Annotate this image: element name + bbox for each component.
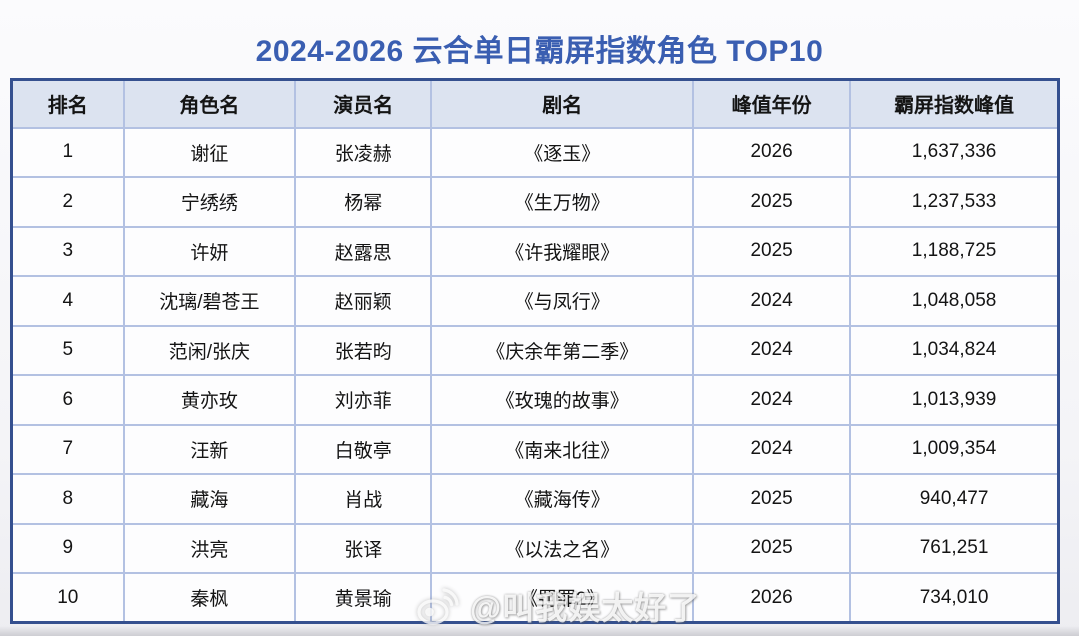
rank-cell: 9 [10,522,125,574]
header-rank: 排名 [10,78,125,129]
header-character: 角色名 [122,78,297,129]
rank-cell: 4 [10,275,125,327]
actor-cell: 赵露思 [294,225,433,277]
peak-year-cell: 2024 [692,374,852,426]
drama-cell: 《玫瑰的故事》 [430,374,695,426]
character-cell: 谢征 [122,126,297,178]
table-row: 10 秦枫 黄景瑜 《罚罪2》 2026 734,010 [10,572,1060,624]
character-cell: 沈璃/碧苍王 [122,275,297,327]
actor-cell: 刘亦菲 [294,374,433,426]
peak-index-cell: 761,251 [849,522,1060,574]
page-title: 2024-2026 云合单日霸屏指数角色 TOP10 [255,35,824,68]
peak-index-cell: 1,237,533 [849,176,1060,228]
peak-index-cell: 1,034,824 [849,324,1060,376]
drama-cell: 《与凤行》 [430,275,695,327]
peak-year-cell: 2026 [692,126,852,178]
peak-year-cell: 2026 [692,572,852,624]
actor-cell: 张若昀 [294,324,433,376]
table-header-row: 排名 角色名 演员名 剧名 峰值年份 霸屏指数峰值 [10,78,1060,129]
table-body: 1 谢征 张凌赫 《逐玉》 2026 1,637,336 2 宁绣绣 杨幂 《生万物》 2025 1,… [10,126,1060,624]
bottom-shadow [0,626,1079,636]
peak-year-cell: 2025 [692,473,852,525]
character-cell: 藏海 [122,473,297,525]
drama-cell: 《南来北往》 [430,423,695,475]
drama-cell: 《许我耀眼》 [430,225,695,277]
character-cell: 许妍 [122,225,297,277]
actor-cell: 肖战 [294,473,433,525]
table-row: 5 范闲/张庆 张若昀 《庆余年第二季》 2024 1,034,824 [10,324,1060,376]
peak-year-cell: 2024 [692,423,852,475]
table-row: 2 宁绣绣 杨幂 《生万物》 2025 1,237,533 [10,176,1060,228]
rank-cell: 7 [10,423,125,475]
peak-year-cell: 2025 [692,225,852,277]
rank-cell: 8 [10,473,125,525]
table-row: 9 洪亮 张译 《以法之名》 2025 761,251 [10,522,1060,574]
rank-cell: 5 [10,324,125,376]
table-row: 7 汪新 白敬亭 《南来北往》 2024 1,009,354 [10,423,1060,475]
table-row: 4 沈璃/碧苍王 赵丽颖 《与凤行》 2024 1,048,058 [10,275,1060,327]
peak-year-cell: 2024 [692,275,852,327]
actor-cell: 赵丽颖 [294,275,433,327]
header-drama: 剧名 [430,78,695,129]
drama-cell: 《藏海传》 [430,473,695,525]
actor-cell: 杨幂 [294,176,433,228]
character-cell: 洪亮 [122,522,297,574]
peak-index-cell: 1,188,725 [849,225,1060,277]
actor-cell: 黄景瑜 [294,572,433,624]
rank-cell: 1 [10,126,125,178]
peak-index-cell: 1,009,354 [849,423,1060,475]
header-actor: 演员名 [294,78,433,129]
character-cell: 汪新 [122,423,297,475]
rank-cell: 10 [10,572,125,624]
drama-cell: 《以法之名》 [430,522,695,574]
actor-cell: 张凌赫 [294,126,433,178]
peak-year-cell: 2025 [692,522,852,574]
peak-index-cell: 1,637,336 [849,126,1060,178]
rank-cell: 3 [10,225,125,277]
peak-index-cell: 1,013,939 [849,374,1060,426]
peak-year-cell: 2025 [692,176,852,228]
character-cell: 秦枫 [122,572,297,624]
actor-cell: 白敬亭 [294,423,433,475]
drama-cell: 《逐玉》 [430,126,695,178]
top10-table: 排名 角色名 演员名 剧名 峰值年份 霸屏指数峰值 1 谢征 张凌赫 《逐玉》 2026… [10,78,1060,624]
drama-cell: 《庆余年第二季》 [430,324,695,376]
peak-index-cell: 1,048,058 [849,275,1060,327]
actor-cell: 张译 [294,522,433,574]
character-cell: 黄亦玫 [122,374,297,426]
header-peak-index: 霸屏指数峰值 [849,78,1060,129]
rank-cell: 6 [10,374,125,426]
header-peak-year: 峰值年份 [692,78,852,129]
character-cell: 宁绣绣 [122,176,297,228]
table-row: 3 许妍 赵露思 《许我耀眼》 2025 1,188,725 [10,225,1060,277]
rank-cell: 2 [10,176,125,228]
peak-year-cell: 2024 [692,324,852,376]
table-row: 1 谢征 张凌赫 《逐玉》 2026 1,637,336 [10,126,1060,178]
character-cell: 范闲/张庆 [122,324,297,376]
drama-cell: 《罚罪2》 [430,572,695,624]
table-row: 8 藏海 肖战 《藏海传》 2025 940,477 [10,473,1060,525]
peak-index-cell: 940,477 [849,473,1060,525]
peak-index-cell: 734,010 [849,572,1060,624]
drama-cell: 《生万物》 [430,176,695,228]
table-row: 6 黄亦玫 刘亦菲 《玫瑰的故事》 2024 1,013,939 [10,374,1060,426]
